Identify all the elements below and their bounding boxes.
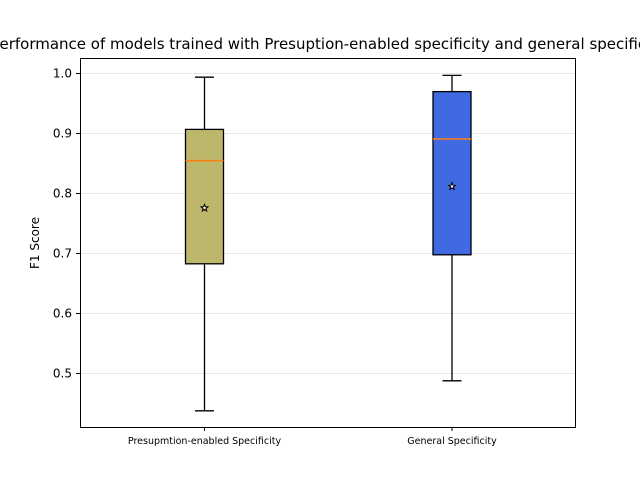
grid-lines xyxy=(80,73,575,374)
box-group xyxy=(184,76,225,412)
box-group xyxy=(432,74,472,382)
box-layer xyxy=(184,74,472,412)
chart-title: Performance of models trained with Presu… xyxy=(0,35,640,53)
y-tick-label: 0.6 xyxy=(53,307,72,321)
y-tick-label: 0.7 xyxy=(53,247,72,261)
tick-layer: 0.5 0.6 0.7 0.8 0.9 1.0 Presupmtion-enabled Sp… xyxy=(53,67,497,448)
y-tick-label: 0.8 xyxy=(53,187,72,201)
mean-marker xyxy=(447,181,457,191)
mean-marker xyxy=(199,202,210,213)
box-body xyxy=(432,90,472,256)
box-body xyxy=(184,128,225,265)
y-tick-label: 0.9 xyxy=(53,127,72,141)
axes-frame xyxy=(80,58,576,428)
y-tick-label: 1.0 xyxy=(53,67,72,81)
x-tick-label: General Specificity xyxy=(407,436,497,447)
x-tick-label: Presupmtion-enabled Specificity xyxy=(128,436,282,447)
y-axis-label: F1 Score xyxy=(28,217,42,269)
y-tick-label: 0.5 xyxy=(53,367,72,381)
